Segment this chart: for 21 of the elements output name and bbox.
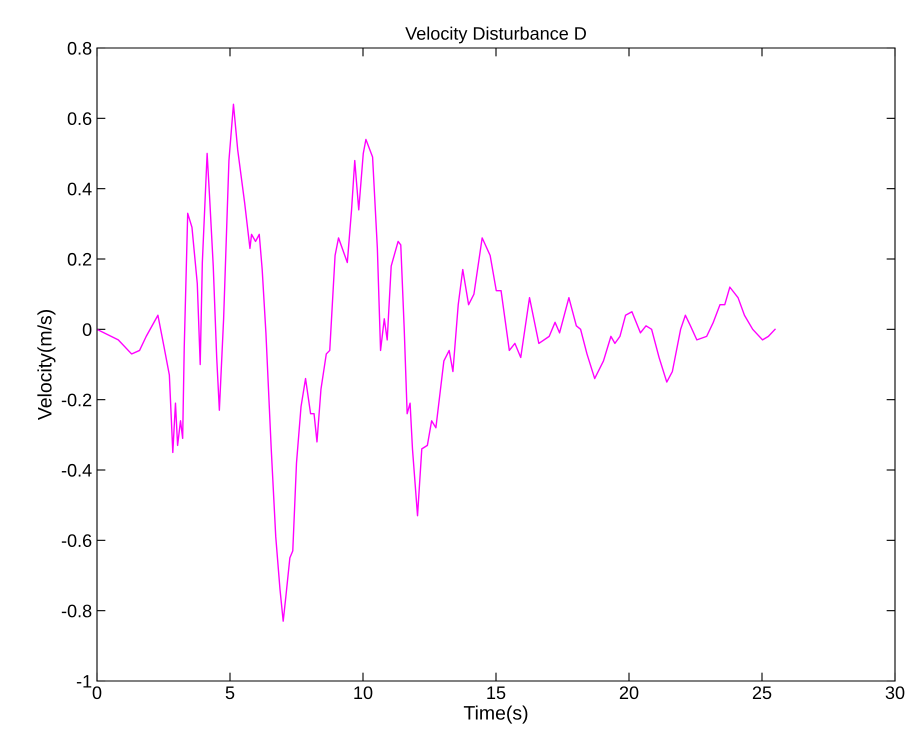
- y-tick-label: 0.6: [68, 112, 92, 126]
- y-tick-label: 0.8: [68, 42, 92, 55]
- x-tick-label: 0: [92, 686, 102, 700]
- y-tick-label: 0.2: [68, 252, 92, 266]
- y-tick-label: -1: [76, 675, 92, 688]
- y-tick-label: 0.4: [68, 182, 92, 196]
- y-axis-title: Velocity(m/s): [37, 310, 56, 420]
- x-tick-label: 30: [886, 686, 904, 700]
- x-tick-label: 5: [226, 686, 234, 700]
- y-tick-label: -0.6: [62, 534, 92, 548]
- y-tick-label: -0.2: [62, 394, 92, 406]
- x-tick-label: 20: [620, 686, 638, 700]
- chart-title: Velocity Disturbance D: [405, 26, 586, 44]
- y-tick-label: -0.8: [62, 604, 92, 618]
- x-tick-label: 25: [752, 686, 772, 700]
- x-tick-label: 10: [354, 686, 372, 700]
- x-tick-label: 15: [487, 686, 506, 700]
- y-tick-label: -0.4: [62, 464, 92, 477]
- y-tick-label: 0: [82, 323, 92, 336]
- line-series: [97, 104, 776, 622]
- x-axis-title: Time(s): [464, 705, 528, 724]
